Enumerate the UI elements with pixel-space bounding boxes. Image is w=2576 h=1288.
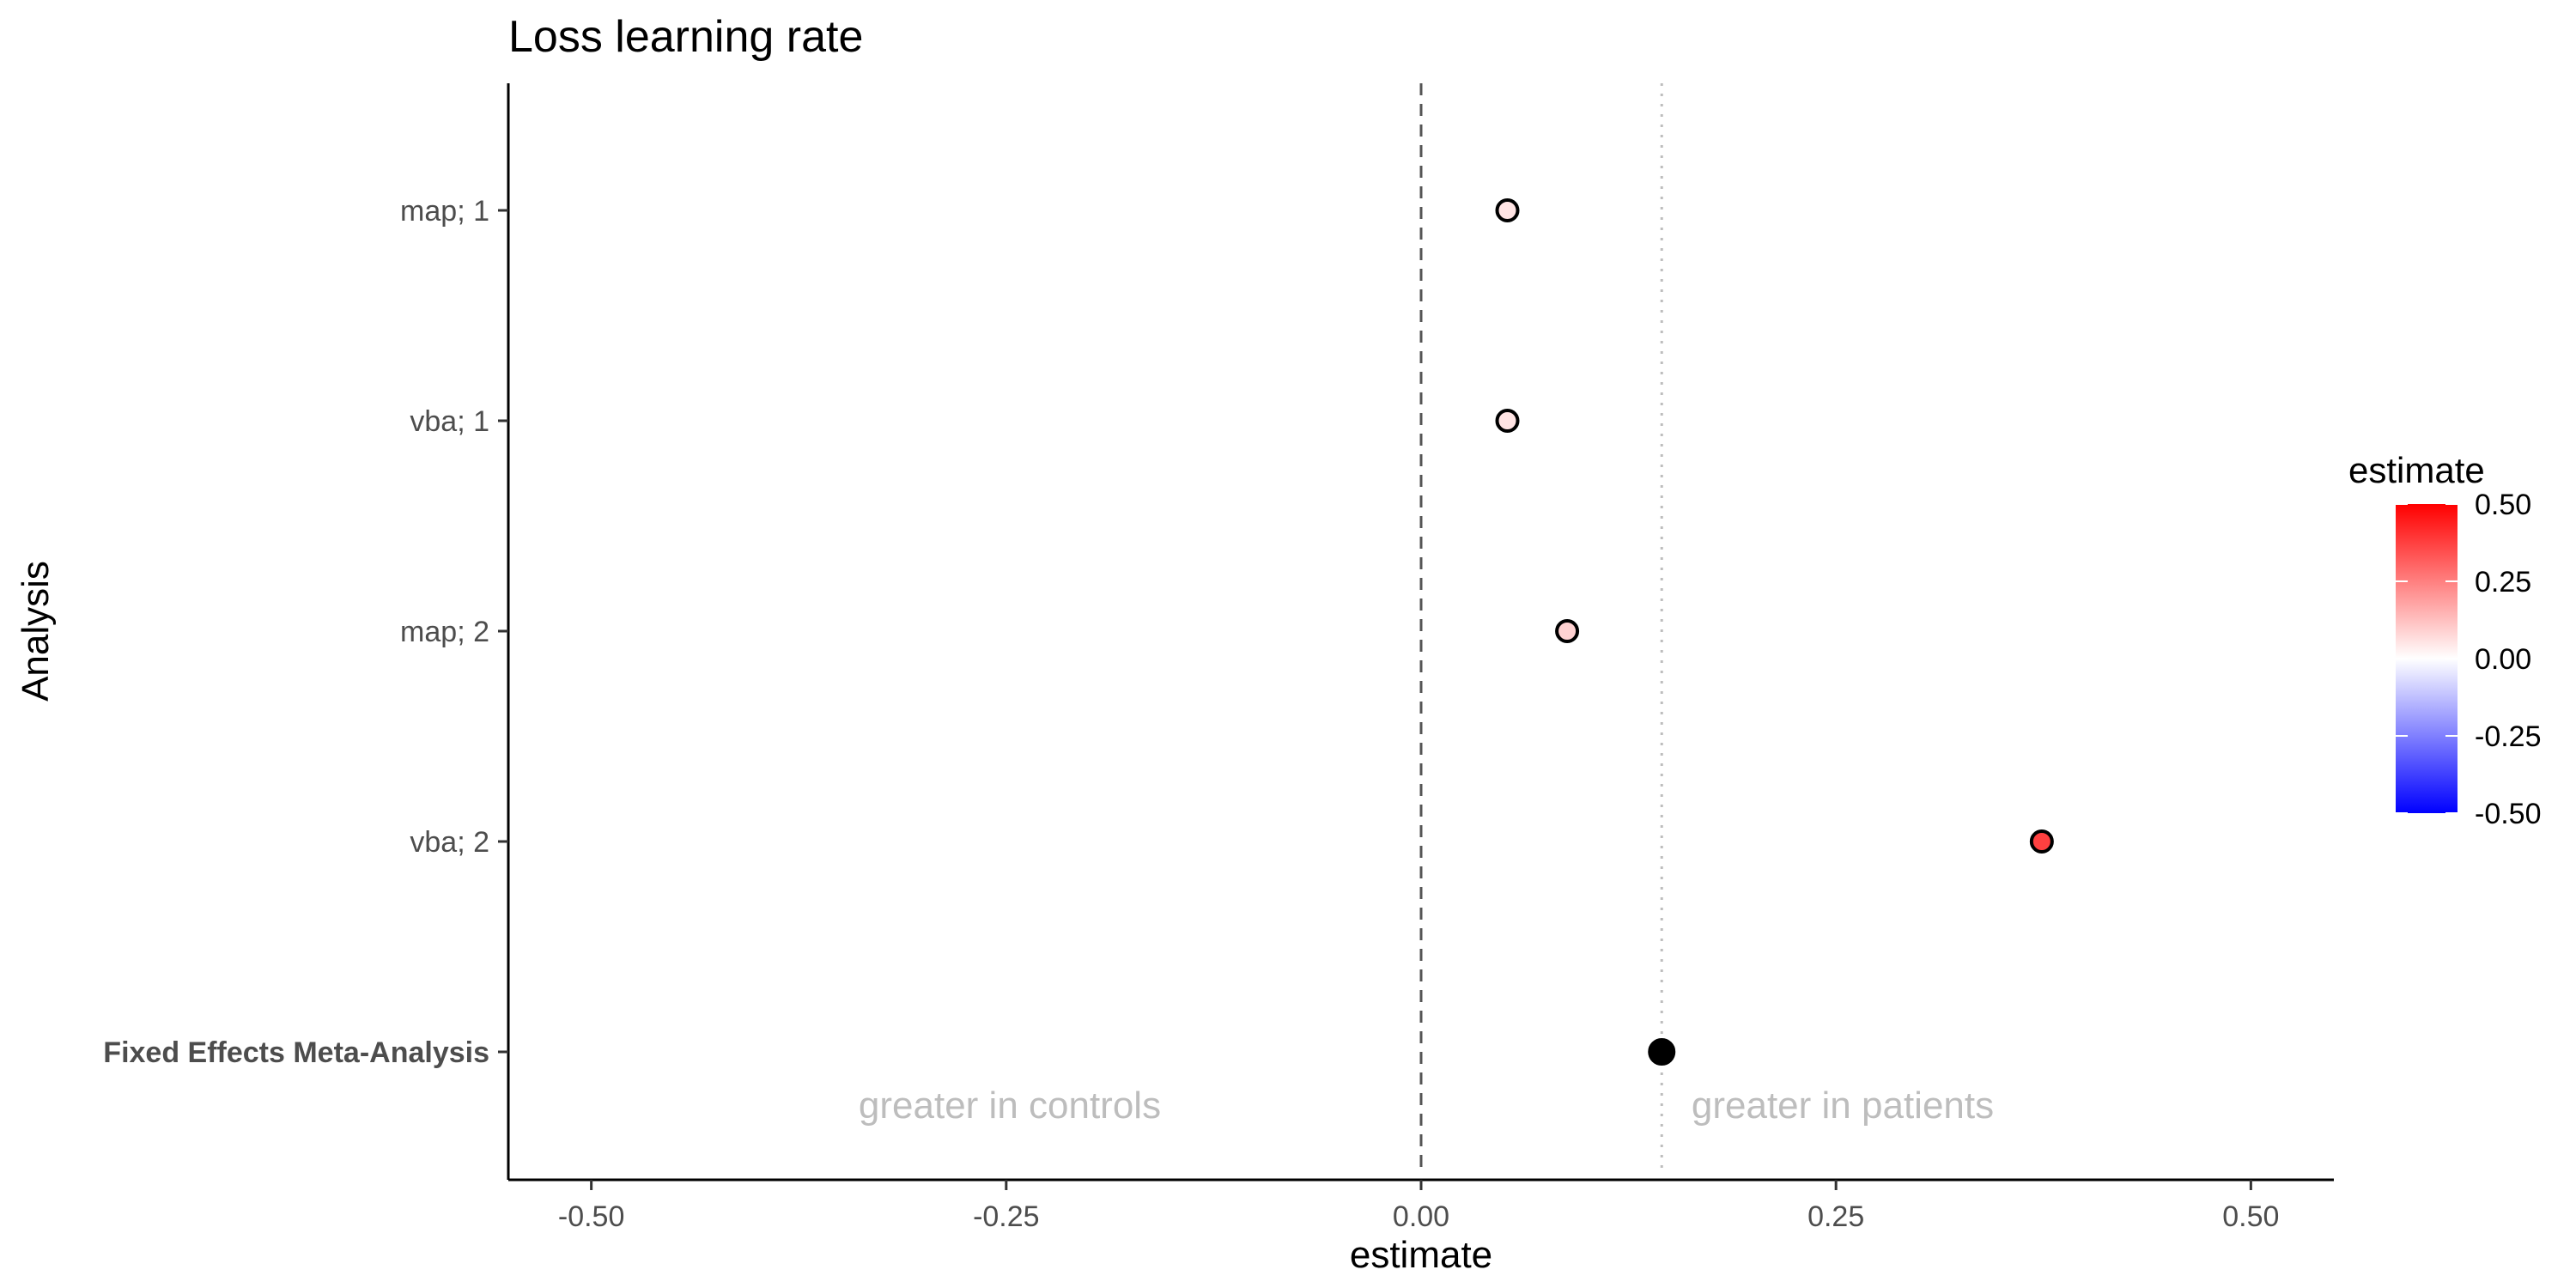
chart-title: Loss learning rate [508,12,863,62]
y-tick-label: map; 1 [400,195,489,228]
y-tick-label: vba; 2 [410,826,489,859]
y-axis-ticks: map; 1 vba; 1 map; 2 vba; 2 Fixed Effects Me… [103,195,508,1069]
x-tick-label: -0.50 [558,1200,625,1233]
legend-title: estimate [2348,450,2485,490]
annotations: greater in controls greater in patients [859,1084,1994,1127]
data-point [1495,409,1520,433]
legend-ticks: 0.50 0.25 0.00 -0.25 -0.50 [2396,489,2542,830]
data-point [1555,619,1580,643]
y-tick-label: Fixed Effects Meta-Analysis [103,1036,489,1069]
y-tick-label: map; 2 [400,616,489,648]
annotation-controls: greater in controls [859,1084,1161,1127]
y-tick-label: vba; 1 [410,405,489,438]
data-point [1495,198,1520,222]
data-point [2029,829,2054,854]
y-axis-title: Analysis [15,561,57,702]
legend-tick-label: -0.50 [2475,798,2542,830]
legend-tick-label: -0.25 [2475,720,2542,753]
legend-tick-label: 0.00 [2475,643,2531,676]
x-axis-ticks: -0.50 -0.25 0.00 0.25 0.50 [558,1180,2279,1233]
x-axis-title: estimate [1350,1234,1492,1276]
reference-lines [1419,83,1663,1171]
legend-tick-label: 0.50 [2475,489,2531,521]
x-tick-label: 0.25 [1807,1200,1864,1233]
annotation-patients: greater in patients [1692,1084,1994,1127]
color-legend: estimate 0.50 0.25 0.00 -0.25 -0.50 [2348,450,2542,830]
data-points [1495,198,2054,1066]
x-tick-label: 0.00 [1393,1200,1449,1233]
x-tick-label: -0.25 [973,1200,1040,1233]
legend-tick-label: 0.25 [2475,566,2531,598]
x-tick-label: 0.50 [2222,1200,2279,1233]
summary-point [1648,1038,1676,1066]
